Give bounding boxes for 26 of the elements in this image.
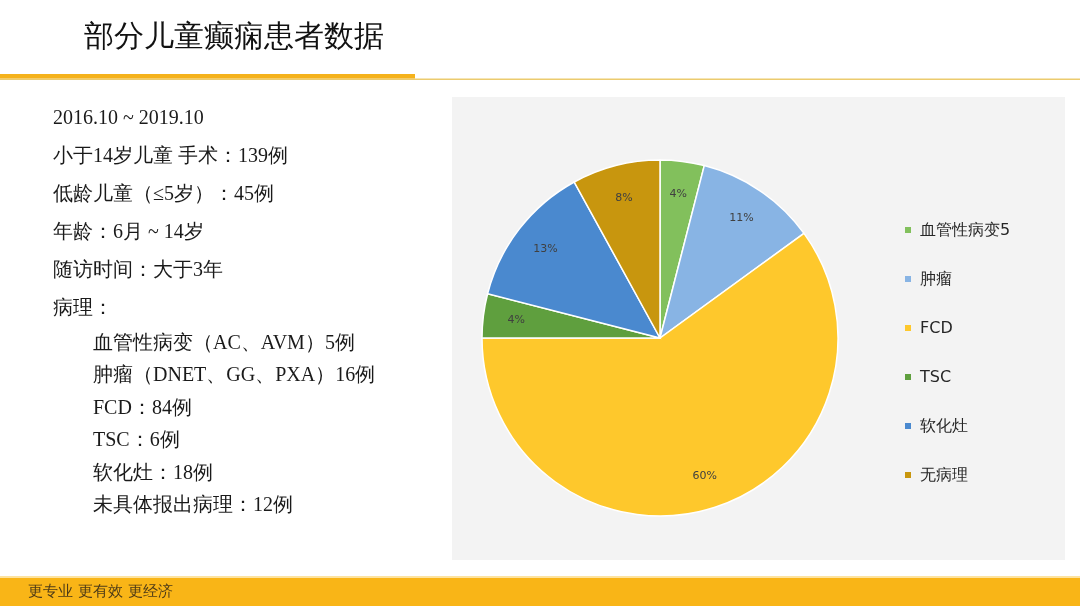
legend-label: 血管性病变5 xyxy=(920,220,1011,239)
text: 随访时间：大于3年 xyxy=(53,258,223,280)
text: 未具体报出病理：12例 xyxy=(93,493,293,515)
data-label: 13% xyxy=(533,242,558,256)
data-label: 4% xyxy=(507,312,525,326)
text: 病理： xyxy=(53,296,113,318)
text: 2016.10 ~ 2019.10 xyxy=(53,106,204,128)
text: 部分儿童癫痫患者数据 xyxy=(84,18,384,53)
data-label: 60% xyxy=(692,468,718,482)
text: 肿瘤（DNET、GG、PXA）16例 xyxy=(93,363,376,386)
text: 更专业 更有效 更经济 xyxy=(28,582,173,600)
data-label: 4% xyxy=(669,187,687,201)
legend-label: 肿瘤 xyxy=(920,269,952,288)
text: 血管性病变（AC、AVM）5例 xyxy=(93,331,355,353)
text: 低龄儿童（≤5岁）：45例 xyxy=(53,182,274,204)
text: FCD：84例 xyxy=(93,395,192,418)
data-label: 11% xyxy=(729,211,754,225)
legend-label: 无病理 xyxy=(920,465,968,484)
text: 小于14岁儿童 手术：139例 xyxy=(53,144,288,166)
data-label: 8% xyxy=(615,190,633,204)
text: 软化灶：18例 xyxy=(93,460,213,483)
text: TSC：6例 xyxy=(93,428,180,451)
legend-label: 软化灶 xyxy=(920,416,968,435)
legend-label: FCD xyxy=(920,318,953,337)
legend-label: TSC xyxy=(919,367,952,386)
text: 年龄：6月 ~ 14岁 xyxy=(53,220,204,242)
